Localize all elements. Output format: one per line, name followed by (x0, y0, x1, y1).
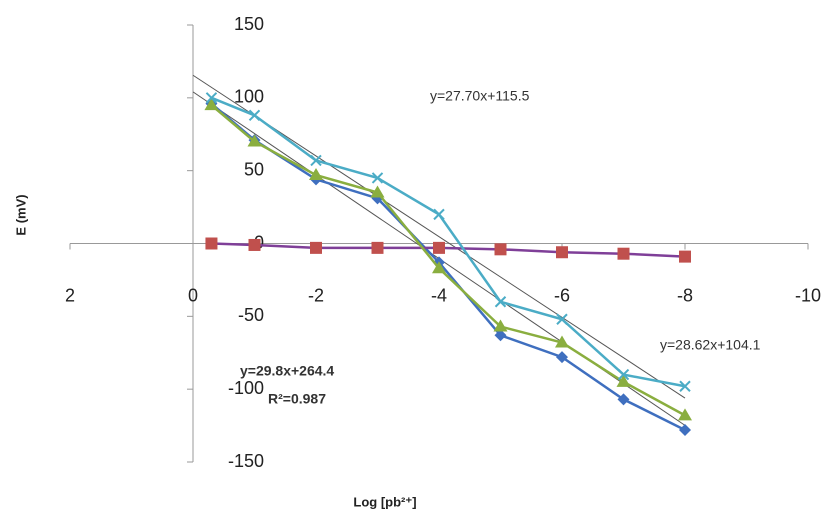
marker (310, 241, 322, 254)
y-tick-label: 100 (234, 87, 264, 107)
marker (494, 329, 507, 342)
annotation: y=28.62x+104.1 (660, 337, 761, 353)
marker (309, 168, 323, 181)
y-tick-label: 50 (244, 159, 264, 179)
x-tick-label: 2 (65, 285, 75, 305)
marker (679, 423, 691, 436)
y-axis-title: E (mV) (13, 194, 28, 235)
marker (617, 368, 630, 381)
x-tick-label: -6 (554, 285, 570, 305)
marker (494, 243, 507, 256)
x-axis-title: Log [pb²⁺] (353, 494, 416, 509)
marker (248, 238, 261, 251)
marker (617, 393, 630, 406)
marker (556, 246, 568, 259)
annotation: y=29.8x+264.4 (240, 363, 334, 379)
marker (555, 335, 569, 348)
marker (493, 319, 508, 332)
marker (679, 380, 691, 392)
marker (679, 250, 691, 263)
marker (371, 172, 384, 184)
y-tick-label: -150 (228, 451, 264, 471)
marker (494, 296, 507, 308)
marker (433, 208, 445, 221)
marker (247, 134, 262, 147)
y-tick-label: 150 (234, 14, 264, 34)
marker (678, 408, 692, 421)
marker (248, 109, 261, 122)
marker (617, 247, 630, 260)
marker (433, 241, 445, 254)
x-tick-label: 0 (188, 285, 198, 305)
x-tick-label: -8 (677, 285, 693, 305)
marker (432, 261, 446, 274)
marker (310, 154, 322, 167)
series-line (211, 242, 686, 258)
y-tick-label: -50 (238, 305, 264, 325)
x-tick-label: -4 (431, 285, 447, 305)
marker (205, 237, 218, 250)
series-line (210, 96, 686, 388)
y-tick-label: -100 (228, 378, 264, 398)
marker (204, 98, 219, 111)
annotation: R²=0.987 (268, 391, 326, 407)
annotation: y=27.70x+115.5 (430, 88, 530, 104)
marker (370, 185, 385, 198)
marker (556, 313, 568, 325)
marker (205, 92, 218, 104)
x-tick-label: -2 (308, 285, 324, 305)
marker (556, 351, 568, 364)
marker (371, 241, 384, 254)
marker (616, 374, 631, 387)
x-tick-label: -10 (795, 285, 821, 305)
